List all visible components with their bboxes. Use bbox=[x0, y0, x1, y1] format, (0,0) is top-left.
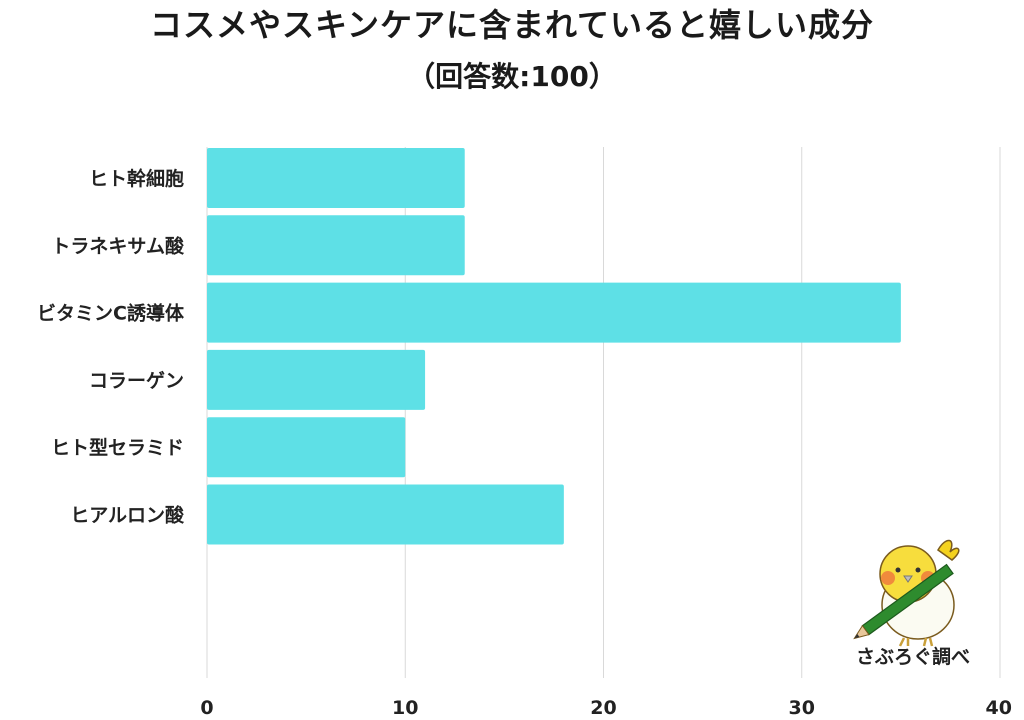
chart-subtitle: （回答数:100） bbox=[407, 60, 617, 93]
category-label-5: ヒアルロン酸 bbox=[70, 504, 185, 527]
x-tick-label-20: 20 bbox=[590, 697, 616, 719]
category-label-2: ビタミンC誘導体 bbox=[37, 302, 185, 325]
x-tick-label-0: 0 bbox=[200, 697, 213, 719]
bar-1 bbox=[207, 215, 465, 276]
category-label-3: コラーゲン bbox=[89, 370, 184, 392]
bird-mascot-with-pencil-icon bbox=[853, 539, 960, 647]
bar-5 bbox=[207, 484, 564, 545]
bar-4 bbox=[207, 417, 406, 478]
category-label-4: ヒト型セラミド bbox=[51, 436, 184, 459]
category-label-0: ヒト幹細胞 bbox=[89, 167, 184, 190]
x-tick-label-10: 10 bbox=[392, 697, 418, 719]
x-tick-label-40: 40 bbox=[986, 697, 1012, 719]
chart-title: コスメやスキンケアに含まれていると嬉しい成分 bbox=[149, 6, 875, 44]
x-tick-label-30: 30 bbox=[789, 697, 815, 719]
watermark-text: さぶろぐ調べ bbox=[855, 646, 970, 668]
bar-0 bbox=[207, 148, 465, 208]
category-label-1: トラネキサム酸 bbox=[51, 234, 185, 257]
bar-2 bbox=[207, 282, 901, 343]
bar-3 bbox=[207, 349, 426, 410]
